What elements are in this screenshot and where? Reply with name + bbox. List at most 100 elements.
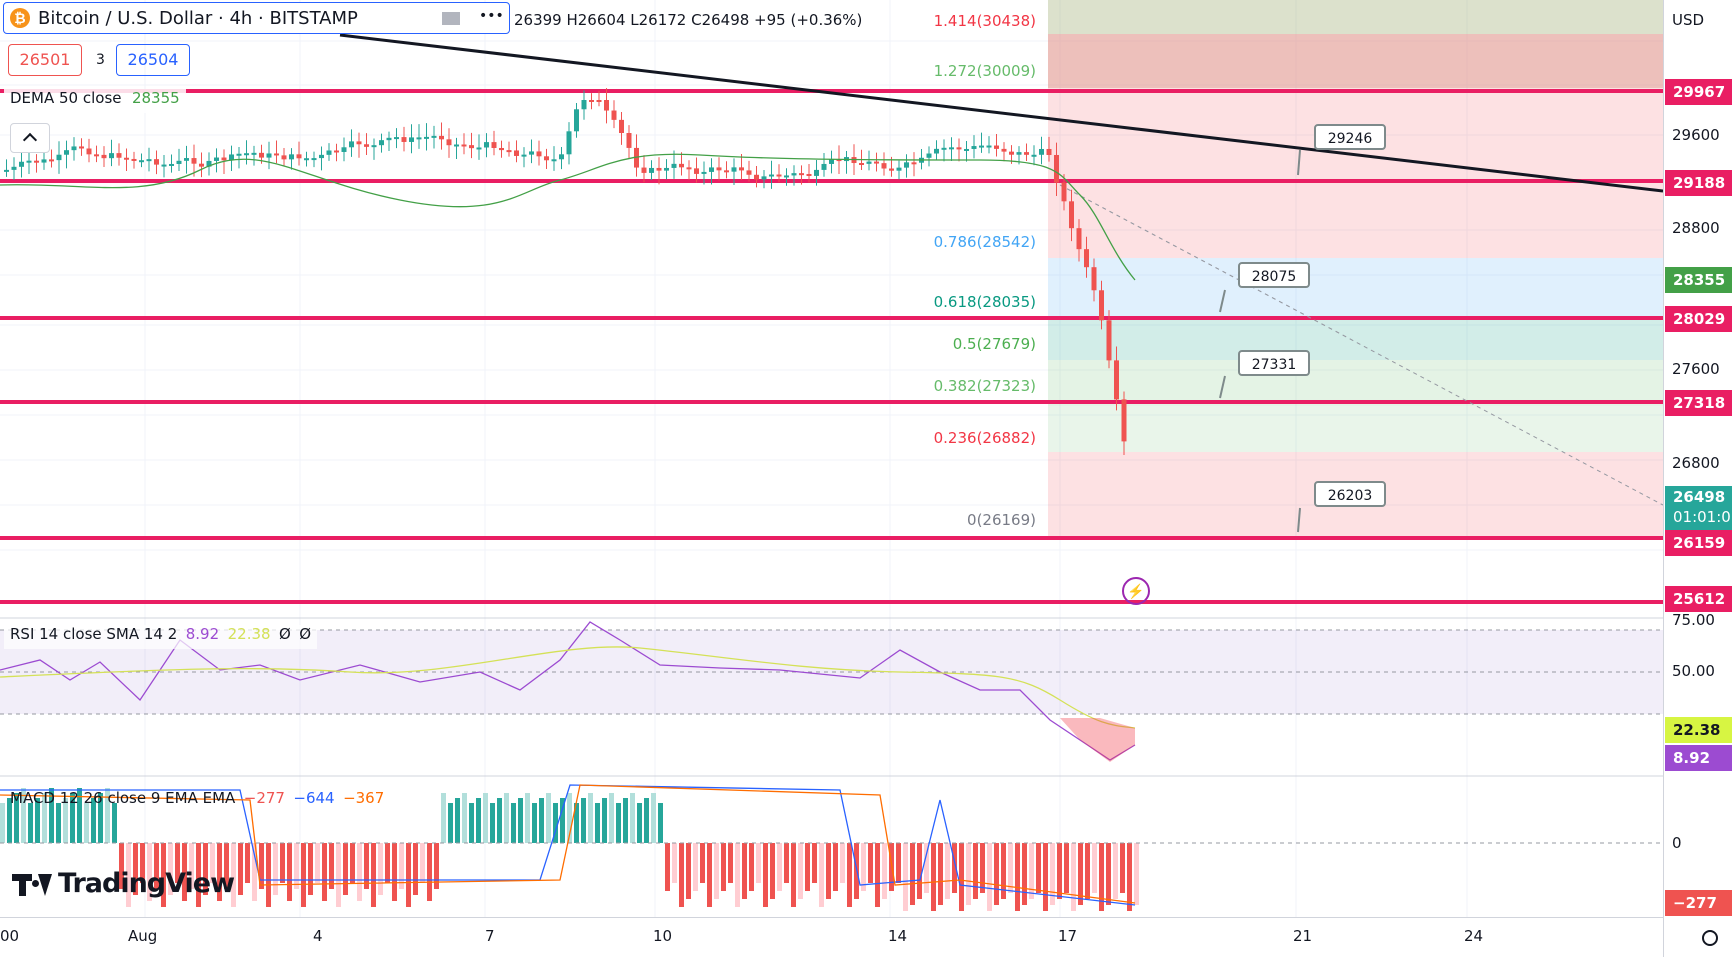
candle-body bbox=[289, 154, 294, 160]
candle-body bbox=[311, 158, 317, 161]
candle-body bbox=[521, 154, 527, 157]
candle-body bbox=[874, 161, 879, 164]
macd-hist-bar bbox=[175, 843, 180, 883]
candle-body bbox=[131, 158, 137, 161]
candle-body bbox=[529, 151, 534, 155]
lightning-icon[interactable]: ⚡ bbox=[1122, 577, 1150, 605]
macd-hist-bar bbox=[308, 843, 313, 895]
macd-tag[interactable]: −277 bbox=[1665, 890, 1732, 916]
macd-hist-bar bbox=[700, 843, 705, 883]
macd-hist-bar bbox=[168, 843, 173, 895]
price-callout-27331[interactable]: 27331 bbox=[1238, 350, 1310, 376]
macd-hist-bar bbox=[364, 843, 369, 889]
candle-body bbox=[784, 175, 789, 178]
candle-body bbox=[191, 158, 197, 164]
price-tag[interactable]: 25612 bbox=[1665, 586, 1732, 612]
flag-icon[interactable] bbox=[442, 12, 460, 25]
macd-hist-bar bbox=[315, 843, 320, 883]
axis-tick: 29600 bbox=[1672, 126, 1720, 144]
macd-hist-bar bbox=[567, 793, 572, 843]
callout-pointer bbox=[1219, 289, 1226, 313]
callout-pointer bbox=[1219, 375, 1226, 399]
candle-body bbox=[484, 142, 489, 148]
macd-legend[interactable]: MACD 12 26 close 9 EMA EMA −277 −644 −36… bbox=[4, 789, 390, 813]
macd-hist-bar bbox=[1120, 843, 1125, 893]
candle-body bbox=[619, 119, 624, 134]
macd-hist-bar bbox=[154, 843, 159, 889]
candle-body bbox=[49, 159, 54, 162]
price-tag[interactable]: 28029 bbox=[1665, 306, 1732, 332]
candle-body bbox=[409, 137, 414, 142]
more-options-button[interactable]: ••• bbox=[479, 8, 504, 24]
macd-hist-bar bbox=[182, 843, 187, 901]
candle-body bbox=[664, 167, 669, 171]
collapse-legend-button[interactable] bbox=[10, 123, 50, 153]
macd-hist-bar bbox=[966, 843, 971, 905]
dema-label: DEMA 50 close bbox=[10, 89, 122, 107]
macd-hist-bar bbox=[371, 843, 376, 907]
candle-body bbox=[154, 159, 159, 165]
macd-hist-bar bbox=[91, 798, 96, 843]
dema-legend[interactable]: DEMA 50 close 28355 bbox=[4, 89, 186, 113]
macd-hist-bar bbox=[252, 843, 257, 901]
macd-hist-bar bbox=[994, 843, 999, 905]
macd-hist-bar bbox=[287, 843, 292, 901]
rsi-sma-tag[interactable]: 22.38 bbox=[1665, 717, 1732, 743]
macd-hist-bar bbox=[504, 793, 509, 843]
macd-hist-bar bbox=[826, 843, 831, 899]
macd-hist-bar bbox=[1001, 843, 1006, 899]
macd-hist-bar bbox=[959, 843, 964, 911]
sell-price-box[interactable]: 26501 bbox=[8, 44, 82, 76]
settings-gear-icon[interactable] bbox=[1702, 930, 1718, 946]
candle-body bbox=[694, 168, 699, 174]
time-axis[interactable] bbox=[0, 917, 1663, 957]
macd-hist-bar bbox=[119, 843, 124, 889]
price-axis[interactable]: USD bbox=[1663, 0, 1732, 957]
buy-price-box[interactable]: 26504 bbox=[116, 44, 190, 76]
symbol-header[interactable]: ₿ Bitcoin / U.S. Dollar · 4h · BITSTAMP … bbox=[3, 2, 510, 34]
candle-body bbox=[611, 110, 617, 120]
price-tag[interactable]: 27318 bbox=[1665, 390, 1732, 416]
candle-body bbox=[499, 147, 504, 151]
price-tag[interactable]: 29967 bbox=[1665, 79, 1732, 105]
macd-hist-bar bbox=[497, 798, 502, 843]
price-tag[interactable]: 26159 bbox=[1665, 530, 1732, 556]
price-tag[interactable]: 29188 bbox=[1665, 170, 1732, 196]
candle-body bbox=[1076, 228, 1082, 250]
fib-level-1414: 1.414(30438) bbox=[933, 12, 1036, 30]
candle-body bbox=[911, 162, 917, 165]
ask-value: 26504 bbox=[127, 50, 179, 69]
macd-hist-bar bbox=[7, 798, 12, 843]
rsi-tag[interactable]: 8.92 bbox=[1665, 745, 1732, 771]
candle-body bbox=[641, 167, 647, 173]
macd-hist-bar bbox=[455, 798, 460, 843]
candle-body bbox=[446, 139, 452, 146]
macd-hist-bar bbox=[952, 843, 957, 893]
macd-hist-bar bbox=[602, 798, 607, 843]
price-callout-28075[interactable]: 28075 bbox=[1238, 262, 1310, 288]
candle-body bbox=[799, 173, 804, 176]
price-callout-26203[interactable]: 26203 bbox=[1314, 481, 1386, 507]
current-price-tag[interactable]: 26498 01:01:0 bbox=[1665, 486, 1732, 530]
macd-hist-bar bbox=[777, 843, 782, 891]
fib-level-1272: 1.272(30009) bbox=[933, 62, 1036, 80]
price-tag[interactable]: 28355 bbox=[1665, 267, 1732, 293]
macd-hist-bar bbox=[735, 843, 740, 907]
fib-zone bbox=[1048, 320, 1663, 360]
macd-hist-bar bbox=[427, 843, 432, 901]
macd-hist-bar bbox=[910, 843, 915, 905]
price-callout-29246[interactable]: 29246 bbox=[1314, 124, 1386, 150]
macd-hist-bar bbox=[357, 843, 362, 901]
candle-body bbox=[596, 100, 602, 102]
tv-logo-icon bbox=[12, 874, 52, 896]
macd-hist-bar bbox=[462, 793, 467, 843]
rsi-legend[interactable]: RSI 14 close SMA 14 2 8.92 22.38 Ø Ø bbox=[4, 625, 318, 649]
chart-canvas[interactable] bbox=[0, 0, 1663, 957]
candle-body bbox=[281, 155, 287, 160]
macd-hist-bar bbox=[763, 843, 768, 907]
candle-body bbox=[709, 167, 714, 172]
macd-hist-bar bbox=[1064, 843, 1069, 893]
macd-hist-bar bbox=[1036, 843, 1041, 893]
macd-hist-bar bbox=[539, 798, 544, 843]
